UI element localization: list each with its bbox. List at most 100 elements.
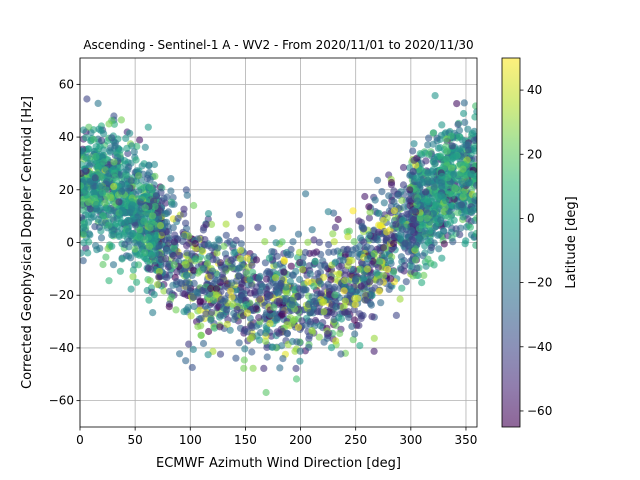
scatter-point: [222, 220, 230, 228]
scatter-point: [330, 310, 338, 318]
scatter-point: [262, 275, 271, 283]
scatter-point: [151, 203, 159, 211]
scatter-point: [402, 278, 410, 286]
scatter-point: [465, 146, 473, 154]
scatter-point: [467, 170, 475, 179]
scatter-point: [373, 176, 382, 184]
scatter-point: [409, 147, 417, 155]
scatter-point: [409, 236, 417, 244]
scatter-point: [375, 228, 383, 236]
scatter-point: [367, 244, 375, 252]
scatter-point: [282, 283, 290, 291]
scatter-point: [366, 278, 374, 286]
scatter-point: [472, 102, 477, 110]
scatter-point: [360, 238, 368, 246]
scatter-point: [294, 323, 302, 331]
scatter-point: [351, 330, 359, 338]
scatter-point: [437, 216, 445, 224]
scatter-point: [196, 306, 204, 314]
scatter-point: [148, 251, 156, 259]
scatter-point: [454, 209, 462, 217]
scatter-point: [80, 230, 88, 238]
scatter-point: [366, 208, 374, 216]
scatter-point: [137, 220, 145, 228]
scatter-point: [344, 233, 352, 241]
scatter-point: [424, 141, 432, 149]
colorbar-tick-label: 20: [527, 147, 542, 161]
scatter-point: [135, 172, 143, 180]
scatter-point: [232, 354, 240, 362]
scatter-point: [265, 292, 273, 300]
scatter-point: [127, 177, 135, 185]
scatter-point: [270, 303, 278, 311]
scatter-point: [80, 147, 85, 155]
scatter-point: [163, 246, 171, 254]
scatter-point: [430, 183, 438, 191]
scatter-point: [376, 278, 384, 286]
scatter-point: [219, 275, 227, 283]
scatter-point: [246, 275, 254, 283]
scatter-point: [241, 345, 249, 353]
scatter-point: [472, 229, 477, 238]
scatter-point: [256, 272, 264, 280]
colorbar-tick-label: 40: [527, 83, 542, 97]
scatter-point: [422, 157, 430, 165]
scatter-point: [460, 109, 468, 118]
scatter-point: [149, 309, 157, 317]
scatter-point: [298, 265, 307, 274]
scatter-point: [108, 134, 116, 142]
scatter-point: [185, 239, 193, 247]
scatter-point: [350, 238, 358, 246]
scatter-point: [367, 272, 375, 280]
scatter-point: [232, 236, 240, 244]
scatter-point: [189, 293, 197, 301]
scatter-point: [131, 245, 139, 253]
scatter-point: [201, 241, 209, 249]
scatter-point: [96, 182, 104, 190]
data-points: [80, 92, 477, 397]
scatter-point: [296, 357, 304, 365]
scatter-point: [131, 215, 140, 224]
scatter-point: [228, 279, 236, 287]
scatter-point: [278, 342, 286, 350]
scatter-point: [349, 246, 357, 254]
scatter-point: [473, 181, 477, 189]
scatter-point: [361, 192, 369, 201]
x-tick-label: 200: [289, 433, 312, 447]
scatter-point: [256, 295, 264, 303]
scatter-point: [365, 214, 373, 222]
scatter-point: [385, 192, 393, 200]
scatter-point: [410, 140, 418, 148]
scatter-point: [310, 303, 318, 311]
scatter-point: [115, 231, 123, 239]
scatter-point: [379, 216, 388, 225]
scatter-point: [294, 293, 302, 301]
scatter-point: [334, 215, 342, 224]
scatter-point: [422, 188, 430, 196]
scatter-point: [111, 142, 119, 150]
scatter-point: [308, 226, 316, 234]
x-tick-label: 350: [455, 433, 478, 447]
scatter-point: [411, 245, 420, 253]
scatter-point: [191, 240, 199, 248]
scatter-point: [248, 261, 256, 269]
scatter-point: [452, 225, 460, 233]
scatter-point: [289, 238, 297, 246]
scatter-point: [262, 337, 270, 345]
scatter-point: [136, 226, 144, 234]
scatter-point: [424, 169, 432, 177]
scatter-point: [436, 152, 444, 160]
scatter-point: [135, 251, 143, 259]
scatter-point: [252, 256, 261, 264]
scatter-point: [330, 238, 338, 246]
scatter-point: [272, 274, 280, 282]
scatter-point: [235, 211, 243, 219]
scatter-point: [442, 142, 450, 150]
scatter-point: [341, 308, 349, 316]
scatter-point: [243, 328, 251, 336]
scatter-point: [331, 283, 339, 291]
scatter-point: [348, 256, 356, 265]
scatter-point: [97, 234, 106, 242]
scatter-point: [80, 249, 85, 257]
scatter-point: [167, 187, 175, 195]
